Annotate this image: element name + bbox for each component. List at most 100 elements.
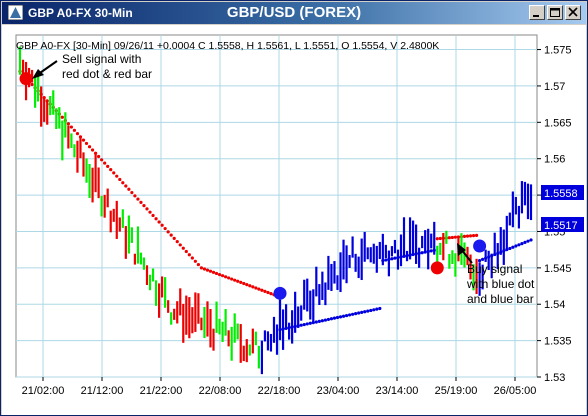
stop-dot [257,287,261,291]
stop-dot [529,238,533,242]
stop-dot [148,210,152,214]
minimize-icon [533,15,539,17]
stop-dot [211,270,216,274]
stop-dot [299,323,303,327]
stop-dot [187,253,191,257]
stop-dot [378,306,382,311]
stop-dot [172,236,176,240]
plot-area[interactable]: 1.5751.571.5651.561.5551.551.5451.541.53… [2,25,586,415]
stop-dot [130,190,134,195]
stop-price-text: 1.5517 [544,220,578,232]
sell-annotation-line-1: Sell signal with [62,52,141,66]
stop-dot [335,315,340,320]
y-tick-label: 1.56 [544,154,565,166]
x-tick-label: 26/05:00 [494,385,537,397]
stop-dot [263,289,267,293]
stop-dot [75,131,80,136]
stop-dot [477,258,482,263]
stop-dot [133,194,137,198]
stop-dot [354,312,358,316]
y-tick-label: 1.53 [544,372,565,384]
sell-signal-dot [19,72,33,86]
stop-dot [269,291,273,296]
stop-dot [390,257,394,261]
stop-dot [227,276,231,280]
stop-dot [90,148,95,152]
stop-dot [220,274,225,278]
stop-dot [115,174,119,178]
maximize-button[interactable] [547,5,563,20]
stop-dot [462,234,467,239]
stop-dot [453,235,458,239]
y-axis: 1.5751.571.5651.561.5551.551.5451.541.53… [537,45,572,384]
buy-annotation-line-1: Buy signal [467,262,522,276]
stop-dot [523,240,527,244]
stop-dot [69,125,74,129]
stop-dot [163,226,167,231]
stop-dot [384,258,388,262]
stop-dot [260,288,264,292]
stop-dot [233,278,237,282]
stop-dot [121,181,125,185]
y-tick-label: 1.57 [544,81,565,93]
sell-annotation-line-2: red dot & red bar [62,67,152,81]
stop-dot [230,277,234,281]
stop-dot [357,311,361,315]
stop-dot [199,266,204,270]
stop-dot [402,254,406,258]
stop-dot [254,286,258,290]
stop-dot [214,271,219,276]
stop-dot [366,309,370,313]
stop-dot [351,312,355,316]
stop-dot [242,281,246,286]
stop-dot [248,284,252,288]
title-bar[interactable]: GBP A0-FX 30-Min GBP/USD (FOREX) [2,2,586,24]
stop-dot [305,322,309,326]
x-axis: 21/02:00 21/12:00 21/22:00 22/08:00 22/18:00… [22,377,537,397]
close-button[interactable] [565,5,581,20]
stop-dot [517,243,521,247]
stop-dot [106,164,110,168]
x-tick-label: 23/04:00 [317,385,360,397]
stop-dot [314,320,318,324]
price-chart[interactable]: 1.5751.571.5651.561.5551.551.5451.541.53… [2,25,586,415]
stop-dot [465,234,470,238]
close-icon [568,7,578,17]
price-bars [18,46,533,375]
stop-dot [369,308,373,313]
stop-dot [420,251,424,255]
last-price-label: 1.5558 [541,185,584,200]
stop-dot [136,197,140,201]
stop-dot [196,262,200,267]
stop-dot [347,313,352,317]
stop-dot [181,246,185,250]
stop-dot [266,290,270,295]
stop-dot [100,158,104,162]
y-tick-label: 1.545 [544,263,572,275]
minimize-button[interactable] [529,5,545,20]
stop-dot [112,171,116,175]
window-title: GBP A0-FX 30-Min [28,6,133,20]
stop-dot [178,243,182,247]
stop-dot [332,316,337,320]
stop-price-label: 1.5517 [541,217,584,232]
x-tick-label: 21/02:00 [22,385,65,397]
x-tick-label: 22/18:00 [258,385,301,397]
stop-dot [474,233,479,237]
stop-dot [375,307,379,311]
stop-dot [202,267,207,271]
x-tick-label: 25/19:00 [435,385,478,397]
sell-annotation: Sell signal with red dot & red bar [32,52,152,81]
x-tick-label: 21/22:00 [140,385,183,397]
stop-dot [239,280,243,285]
buy-signal-dot [473,239,487,253]
stop-dot [302,322,306,327]
stop-dot [317,319,321,323]
stop-dot [308,321,312,325]
stop-dot [60,115,64,119]
stop-dot [30,82,34,87]
buy-annotation-line-2: with blue dot [466,277,535,291]
stop-dot [323,318,327,322]
ohlc-header: GBP A0-FX [30-Min] 09/26/11 +0.0004 C 1.… [16,40,439,52]
